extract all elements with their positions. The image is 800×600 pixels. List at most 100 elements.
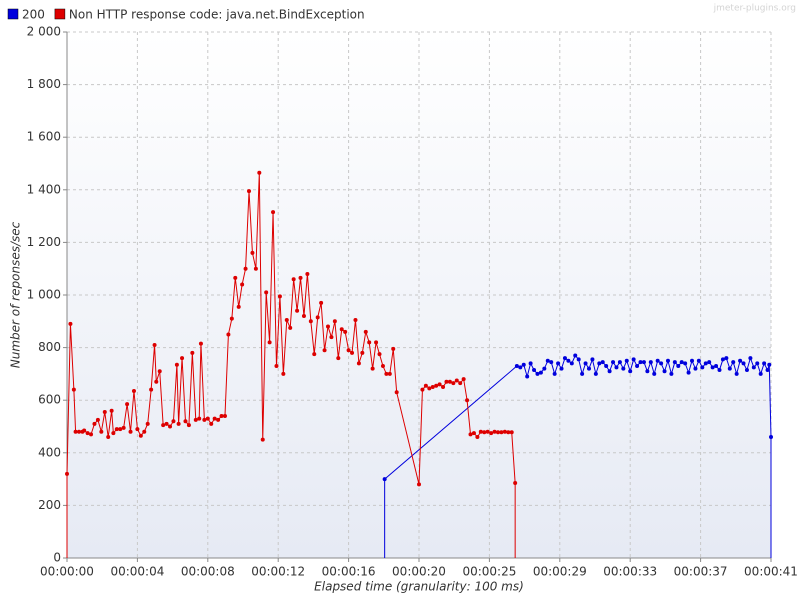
data-point (346, 348, 351, 353)
y-tick-label: 1 600 (27, 130, 61, 144)
data-point (325, 324, 330, 329)
data-point (621, 366, 626, 371)
data-point (212, 416, 217, 421)
data-point (724, 356, 729, 361)
data-point (583, 361, 588, 366)
data-point (219, 413, 224, 418)
data-point (509, 430, 514, 435)
data-point (566, 358, 571, 363)
data-point (291, 277, 296, 282)
data-point (161, 423, 166, 428)
data-point (672, 360, 677, 365)
data-point (250, 250, 255, 255)
data-point (197, 416, 202, 421)
y-tick-label: 1 000 (27, 288, 61, 302)
data-point (714, 364, 719, 369)
data-point (284, 317, 289, 322)
data-point (499, 430, 504, 435)
data-point (174, 362, 179, 367)
data-point (482, 430, 487, 435)
data-point (391, 346, 396, 351)
x-tick-label: 00:00:00 (40, 565, 94, 579)
data-point (441, 385, 446, 390)
x-tick-label: 00:00:12 (251, 565, 305, 579)
x-tick-label: 00:00:20 (392, 565, 446, 579)
data-point (532, 367, 537, 372)
data-point (693, 366, 698, 371)
data-point (89, 432, 94, 437)
data-point (202, 417, 207, 422)
data-point (308, 319, 313, 324)
data-point (257, 170, 262, 175)
data-point (71, 387, 76, 392)
data-point (590, 357, 595, 362)
data-point (518, 365, 523, 370)
data-point (762, 361, 767, 366)
data-point (549, 360, 554, 365)
data-point (131, 388, 136, 393)
y-tick-label: 2 000 (27, 25, 61, 39)
data-point (142, 429, 147, 434)
data-point (662, 369, 667, 374)
x-tick-label: 00:00:41 (744, 565, 798, 579)
data-point (222, 413, 227, 418)
data-point (611, 360, 616, 365)
data-point (322, 348, 327, 353)
data-point (707, 360, 712, 365)
legend-swatch (54, 8, 66, 20)
data-point (336, 356, 341, 361)
data-point (638, 360, 643, 365)
x-tick-label: 00:00:33 (603, 565, 657, 579)
data-point (209, 421, 214, 426)
data-point (164, 421, 169, 426)
data-point (502, 429, 507, 434)
y-tick-label: 0 (53, 551, 61, 565)
data-point (755, 361, 760, 366)
data-point (264, 290, 269, 295)
data-point (576, 357, 581, 362)
data-point (154, 379, 159, 384)
x-tick-label: 00:00:37 (674, 565, 728, 579)
data-point (253, 266, 258, 271)
legend-swatch (7, 8, 19, 20)
data-point (260, 437, 265, 442)
data-point (350, 350, 355, 355)
data-point (600, 360, 605, 365)
data-point (489, 431, 494, 436)
data-point (145, 421, 150, 426)
data-point (580, 371, 585, 376)
data-point (542, 366, 547, 371)
data-point (236, 304, 241, 309)
data-point (247, 189, 252, 194)
data-point (451, 381, 456, 386)
data-point (298, 275, 303, 280)
data-point (384, 371, 389, 376)
data-point (135, 427, 140, 432)
data-point (114, 427, 119, 432)
data-point (305, 271, 310, 276)
data-point (569, 361, 574, 366)
data-point (423, 383, 428, 388)
data-point (277, 294, 282, 299)
data-point (427, 386, 432, 391)
data-point (683, 361, 688, 366)
data-point (190, 350, 195, 355)
data-point (186, 423, 191, 428)
data-point (648, 360, 653, 365)
data-point (586, 366, 591, 371)
data-point (624, 358, 629, 363)
data-point (669, 371, 674, 376)
y-tick-label: 800 (38, 340, 61, 354)
data-point (471, 431, 476, 436)
data-point (559, 366, 564, 371)
watermark: jmeter-plugins.org (713, 4, 796, 14)
data-point (267, 340, 272, 345)
x-tick-label: 00:00:25 (462, 565, 516, 579)
data-point (731, 360, 736, 365)
data-point (356, 361, 361, 366)
data-point (312, 352, 317, 357)
data-point (447, 379, 452, 384)
data-point (628, 369, 633, 374)
data-point (339, 327, 344, 332)
data-point (679, 360, 684, 365)
